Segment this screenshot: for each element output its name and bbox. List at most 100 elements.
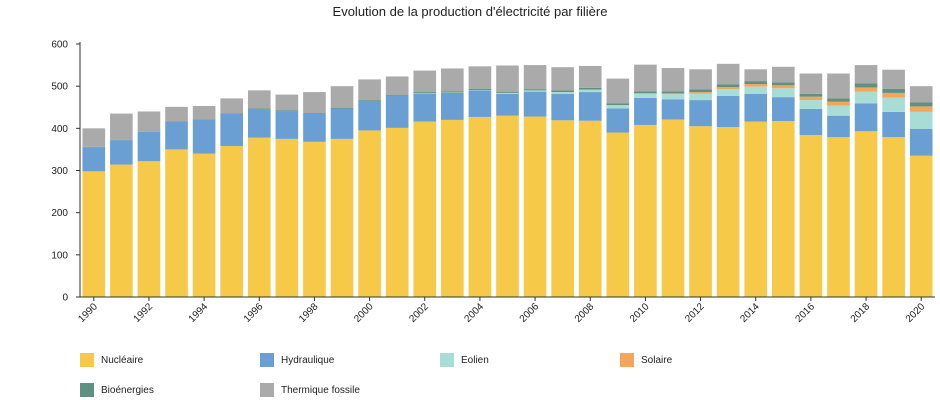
bar-segment-eolien-2005 — [496, 92, 519, 94]
bar-segment-bioenergies-2013 — [716, 84, 740, 88]
bar-segment-hydraulique-2015 — [772, 97, 795, 122]
y-tick-label: 0 — [62, 293, 68, 304]
bar-segment-hydraulique-2010 — [634, 97, 657, 125]
bar-segment-thermique-fossile-1991 — [110, 113, 133, 140]
bar-segment-hydraulique-2019 — [882, 111, 905, 138]
legend-label: Eolien — [461, 354, 489, 366]
bar-segment-bioenergies-2008 — [578, 87, 602, 90]
bar-segment-eolien-2016 — [799, 100, 823, 109]
bar-segment-eolien-2015 — [772, 88, 795, 98]
bar-segment-bioenergies-2010 — [634, 91, 657, 94]
bar-segment-nucleaire-2020 — [909, 155, 933, 297]
bar-segment-eolien-2011 — [661, 94, 685, 100]
legend-item-eolien[interactable]: Eolien — [440, 352, 489, 368]
bar-segment-thermique-fossile-1993 — [165, 106, 188, 122]
bar-segment-bioenergies-2004 — [468, 88, 492, 90]
bar-segment-hydraulique-2016 — [799, 108, 823, 136]
bar-segment-thermique-fossile-2020 — [909, 86, 933, 103]
bar-segment-bioenergies-2020 — [909, 102, 933, 107]
bar-segment-bioenergies-2005 — [496, 91, 519, 93]
x-tick-label: 1992 — [132, 301, 156, 325]
legend-swatch — [260, 353, 274, 367]
x-tick-label: 2008 — [573, 301, 597, 325]
x-tick-label: 1994 — [187, 301, 211, 325]
bar-segment-hydraulique-2000 — [358, 100, 381, 131]
bar-segment-hydraulique-2018 — [854, 103, 878, 132]
bar-segment-nucleaire-1994 — [192, 153, 216, 297]
bar-segment-bioenergies-2019 — [882, 88, 905, 93]
bar-segment-solaire-2016 — [799, 96, 823, 101]
y-tick-label: 400 — [51, 124, 68, 135]
legend-label: Hydraulique — [281, 354, 335, 366]
bar-segment-thermique-fossile-1996 — [247, 90, 271, 109]
bar-segment-solaire-2019 — [882, 92, 905, 98]
legend-item-hydraulique[interactable]: Hydraulique — [260, 352, 334, 368]
bar-segment-thermique-fossile-2018 — [854, 65, 878, 84]
bar-segment-hydraulique-2007 — [551, 93, 574, 121]
legend-swatch — [80, 353, 94, 367]
bar-segment-thermique-fossile-1999 — [330, 86, 354, 108]
bar-segment-nucleaire-2005 — [496, 115, 519, 298]
y-tick-label: 600 — [51, 40, 68, 51]
legend-item-thermique-fossile[interactable]: Thermique fossile — [260, 382, 360, 398]
x-tick-label: 2016 — [793, 301, 817, 325]
bar-segment-hydraulique-1991 — [110, 140, 133, 165]
bar-segment-hydraulique-1990 — [82, 147, 106, 172]
bar-segment-thermique-fossile-2002 — [413, 70, 437, 93]
bar-segment-hydraulique-1994 — [192, 119, 216, 154]
bar-segment-thermique-fossile-2005 — [496, 65, 519, 92]
bar-segment-thermique-fossile-2004 — [468, 66, 492, 89]
bar-segment-nucleaire-1999 — [330, 138, 354, 298]
legend-item-bioenergies[interactable]: Bioénergies — [80, 382, 154, 398]
bar-segment-nucleaire-2006 — [523, 116, 547, 297]
bar-segment-nucleaire-2004 — [468, 116, 492, 297]
bar-segment-bioenergies-2012 — [689, 89, 712, 93]
bar-segment-nucleaire-2001 — [385, 127, 409, 297]
bars-layer — [82, 63, 933, 298]
x-tick-label: 2020 — [904, 301, 928, 325]
bar-segment-bioenergies-2001 — [385, 95, 409, 96]
bar-segment-nucleaire-2015 — [772, 121, 795, 297]
bar-segment-hydraulique-1992 — [137, 131, 161, 162]
bar-segment-solaire-2018 — [854, 87, 878, 92]
bar-segment-nucleaire-2012 — [689, 126, 712, 297]
bar-segment-thermique-fossile-2019 — [882, 69, 905, 89]
bar-segment-thermique-fossile-1992 — [137, 111, 161, 132]
legend-item-solaire[interactable]: Solaire — [620, 352, 672, 368]
bar-segment-nucleaire-1996 — [247, 137, 271, 297]
bar-segment-bioenergies-1997 — [275, 110, 299, 112]
x-tick-label: 2000 — [352, 301, 376, 325]
x-tick-label: 2012 — [683, 301, 707, 325]
bar-segment-eolien-2018 — [854, 91, 878, 104]
bar-segment-thermique-fossile-2010 — [634, 64, 657, 92]
bar-segment-eolien-2009 — [606, 105, 630, 109]
y-tick-label: 500 — [51, 82, 68, 93]
chart-legend: Nucléaire Hydraulique Eolien Solaire Bioéner… — [80, 352, 940, 400]
bar-segment-hydraulique-2009 — [606, 108, 630, 133]
bar-segment-thermique-fossile-1990 — [82, 128, 106, 147]
bar-segment-nucleaire-1998 — [303, 141, 326, 297]
y-tick-label: 300 — [51, 166, 68, 177]
chart-title: Evolution de la production d'électricité… — [332, 4, 608, 19]
bar-segment-thermique-fossile-1994 — [192, 105, 216, 120]
bar-segment-nucleaire-1995 — [220, 146, 244, 297]
x-tick-label: 2006 — [518, 301, 542, 325]
bar-segment-bioenergies-1998 — [303, 113, 326, 114]
bar-segment-eolien-2017 — [827, 105, 850, 116]
bar-segment-hydraulique-1993 — [165, 122, 188, 150]
bar-segment-thermique-fossile-2006 — [523, 65, 547, 90]
bar-segment-nucleaire-1990 — [82, 171, 106, 297]
bar-segment-nucleaire-2017 — [827, 137, 850, 297]
bar-segment-nucleaire-1993 — [165, 149, 188, 297]
bar-segment-hydraulique-2001 — [385, 95, 409, 128]
y-tick-label: 200 — [51, 208, 68, 219]
bar-segment-hydraulique-1999 — [330, 108, 354, 139]
bar-segment-solaire-2015 — [772, 85, 795, 89]
bar-segment-hydraulique-2012 — [689, 100, 712, 127]
bar-segment-hydraulique-2002 — [413, 93, 437, 122]
bar-segment-eolien-2020 — [909, 111, 933, 129]
legend-label: Thermique fossile — [281, 384, 360, 396]
bar-segment-hydraulique-2014 — [744, 93, 768, 122]
legend-item-nucleaire[interactable]: Nucléaire — [80, 352, 143, 368]
bar-segment-solaire-2020 — [909, 106, 933, 112]
